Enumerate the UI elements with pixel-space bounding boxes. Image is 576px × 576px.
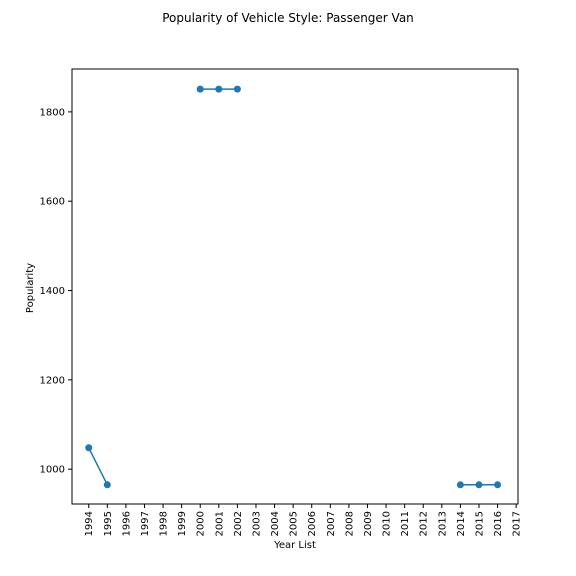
y-tick-label: 1400 [40,286,65,297]
y-tick-label: 1200 [40,375,65,386]
data-point [233,85,241,93]
x-tick-label: 1999 [177,511,188,536]
x-tick-label: 2007 [326,511,337,536]
x-tick-label: 2010 [382,511,393,536]
x-tick-label: 2017 [512,511,523,536]
x-tick-label: 1998 [159,511,170,536]
x-tick-label: 1994 [84,511,95,536]
x-tick-label: 2005 [289,511,300,536]
x-tick-label: 1995 [103,511,114,536]
x-tick-label: 2009 [363,511,374,536]
x-tick-label: 2004 [270,511,281,536]
axes-frame [71,68,519,505]
x-tick-label: 2015 [474,511,485,536]
data-point [456,481,464,489]
x-tick-label: 2016 [493,511,504,536]
x-axis-label: Year List [273,540,316,551]
x-tick-label: 2006 [307,511,318,536]
x-tick-label: 2008 [344,511,355,536]
x-tick-label: 2012 [419,511,430,536]
x-tick-label: 2014 [456,511,467,536]
y-axis-label: Popularity [25,263,36,313]
x-tick-label: 1996 [121,511,132,536]
data-point [85,444,93,452]
data-point [475,481,483,489]
data-point [103,481,111,489]
x-tick-label: 2013 [437,511,448,536]
y-tick-label: 1600 [40,197,65,208]
x-tick-label: 2000 [196,511,207,536]
plot-area: 1000 1200 1400 1600 1800 1994 1995 1996 1997 1998… [40,85,523,536]
series-line [88,447,108,486]
x-tick-label: 2002 [233,511,244,536]
x-tick-label: 2001 [214,511,225,536]
x-tick-label: 2003 [251,511,262,536]
chart-title: Popularity of Vehicle Style: Passenger V… [162,11,414,25]
data-point [215,85,223,93]
data-point [196,85,204,93]
y-tick-label: 1800 [40,107,65,118]
data-point [494,481,502,489]
x-tick-label: 1997 [140,511,151,536]
x-tick-label: 2011 [400,511,411,536]
y-tick-label: 1000 [40,465,65,476]
